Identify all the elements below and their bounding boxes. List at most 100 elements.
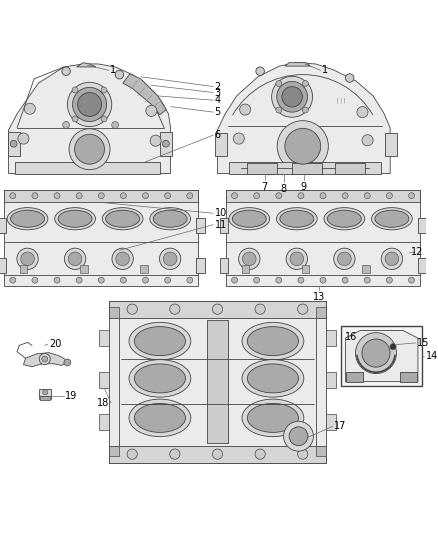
Circle shape: [32, 193, 38, 199]
Circle shape: [232, 193, 237, 199]
Bar: [109, 446, 326, 463]
Ellipse shape: [229, 208, 270, 230]
Bar: [109, 301, 326, 318]
Circle shape: [285, 128, 321, 164]
Text: 4: 4: [215, 95, 221, 105]
Text: 3: 3: [215, 87, 221, 98]
Circle shape: [276, 193, 282, 199]
Text: 1: 1: [110, 66, 116, 75]
Text: 10: 10: [215, 208, 227, 218]
Ellipse shape: [11, 210, 45, 227]
Ellipse shape: [150, 208, 191, 230]
Bar: [292, 163, 322, 174]
Circle shape: [338, 252, 351, 265]
Circle shape: [386, 277, 392, 283]
Ellipse shape: [129, 322, 191, 360]
Circle shape: [277, 82, 307, 112]
Ellipse shape: [106, 210, 140, 227]
Bar: [196, 258, 205, 273]
Text: 9: 9: [300, 182, 307, 192]
Ellipse shape: [242, 322, 304, 360]
Text: 8: 8: [280, 184, 286, 194]
Text: 5: 5: [215, 107, 221, 117]
Bar: [230, 161, 381, 174]
Bar: [400, 372, 417, 383]
Ellipse shape: [247, 327, 299, 356]
Ellipse shape: [55, 208, 95, 230]
Circle shape: [298, 449, 308, 459]
Circle shape: [362, 339, 390, 367]
Ellipse shape: [276, 208, 317, 230]
Circle shape: [320, 277, 326, 283]
Circle shape: [69, 129, 110, 169]
Bar: [315, 307, 326, 318]
Ellipse shape: [327, 210, 361, 227]
Circle shape: [64, 359, 71, 366]
Bar: [109, 301, 326, 463]
Circle shape: [233, 133, 244, 144]
Circle shape: [115, 70, 124, 79]
Circle shape: [98, 277, 104, 283]
Circle shape: [39, 353, 50, 365]
Bar: [4, 190, 198, 286]
Bar: [15, 161, 160, 174]
Circle shape: [187, 277, 193, 283]
Circle shape: [76, 193, 82, 199]
Circle shape: [74, 134, 105, 164]
Polygon shape: [123, 74, 166, 115]
Circle shape: [212, 304, 223, 314]
Circle shape: [73, 87, 106, 122]
Text: 1: 1: [322, 66, 328, 75]
Bar: [418, 258, 427, 273]
Ellipse shape: [129, 399, 191, 437]
Circle shape: [342, 193, 348, 199]
Text: 20: 20: [49, 339, 61, 349]
Circle shape: [290, 252, 304, 265]
Circle shape: [170, 304, 180, 314]
Circle shape: [163, 252, 177, 265]
Circle shape: [298, 304, 308, 314]
Bar: [109, 446, 120, 456]
Circle shape: [283, 421, 314, 451]
Ellipse shape: [134, 403, 186, 432]
Ellipse shape: [242, 399, 304, 437]
Circle shape: [120, 277, 127, 283]
Bar: [4, 190, 198, 201]
Bar: [120, 311, 315, 452]
Circle shape: [357, 107, 368, 118]
Bar: [99, 372, 109, 388]
Circle shape: [10, 140, 17, 147]
Circle shape: [272, 76, 313, 117]
Circle shape: [254, 277, 260, 283]
Circle shape: [356, 333, 396, 374]
Circle shape: [282, 86, 302, 107]
Bar: [315, 446, 326, 456]
Circle shape: [276, 80, 282, 86]
Text: | | |: | | |: [337, 98, 345, 103]
Circle shape: [64, 248, 86, 270]
Text: 19: 19: [65, 391, 78, 401]
Circle shape: [276, 107, 282, 113]
Circle shape: [165, 193, 171, 199]
Circle shape: [362, 135, 373, 146]
Circle shape: [68, 252, 82, 265]
Circle shape: [142, 277, 148, 283]
Circle shape: [364, 193, 370, 199]
Bar: [326, 414, 336, 430]
Circle shape: [10, 193, 16, 199]
Ellipse shape: [371, 208, 412, 230]
Bar: [0, 258, 7, 273]
Bar: [385, 133, 397, 157]
Circle shape: [255, 449, 265, 459]
Circle shape: [289, 427, 308, 446]
Ellipse shape: [129, 360, 191, 397]
Circle shape: [255, 304, 265, 314]
Text: 7: 7: [261, 182, 267, 192]
Bar: [160, 132, 172, 156]
Bar: [326, 330, 336, 346]
Circle shape: [78, 93, 102, 116]
Circle shape: [42, 390, 48, 395]
Polygon shape: [77, 63, 96, 67]
Bar: [99, 414, 109, 430]
Text: 17: 17: [334, 422, 346, 431]
